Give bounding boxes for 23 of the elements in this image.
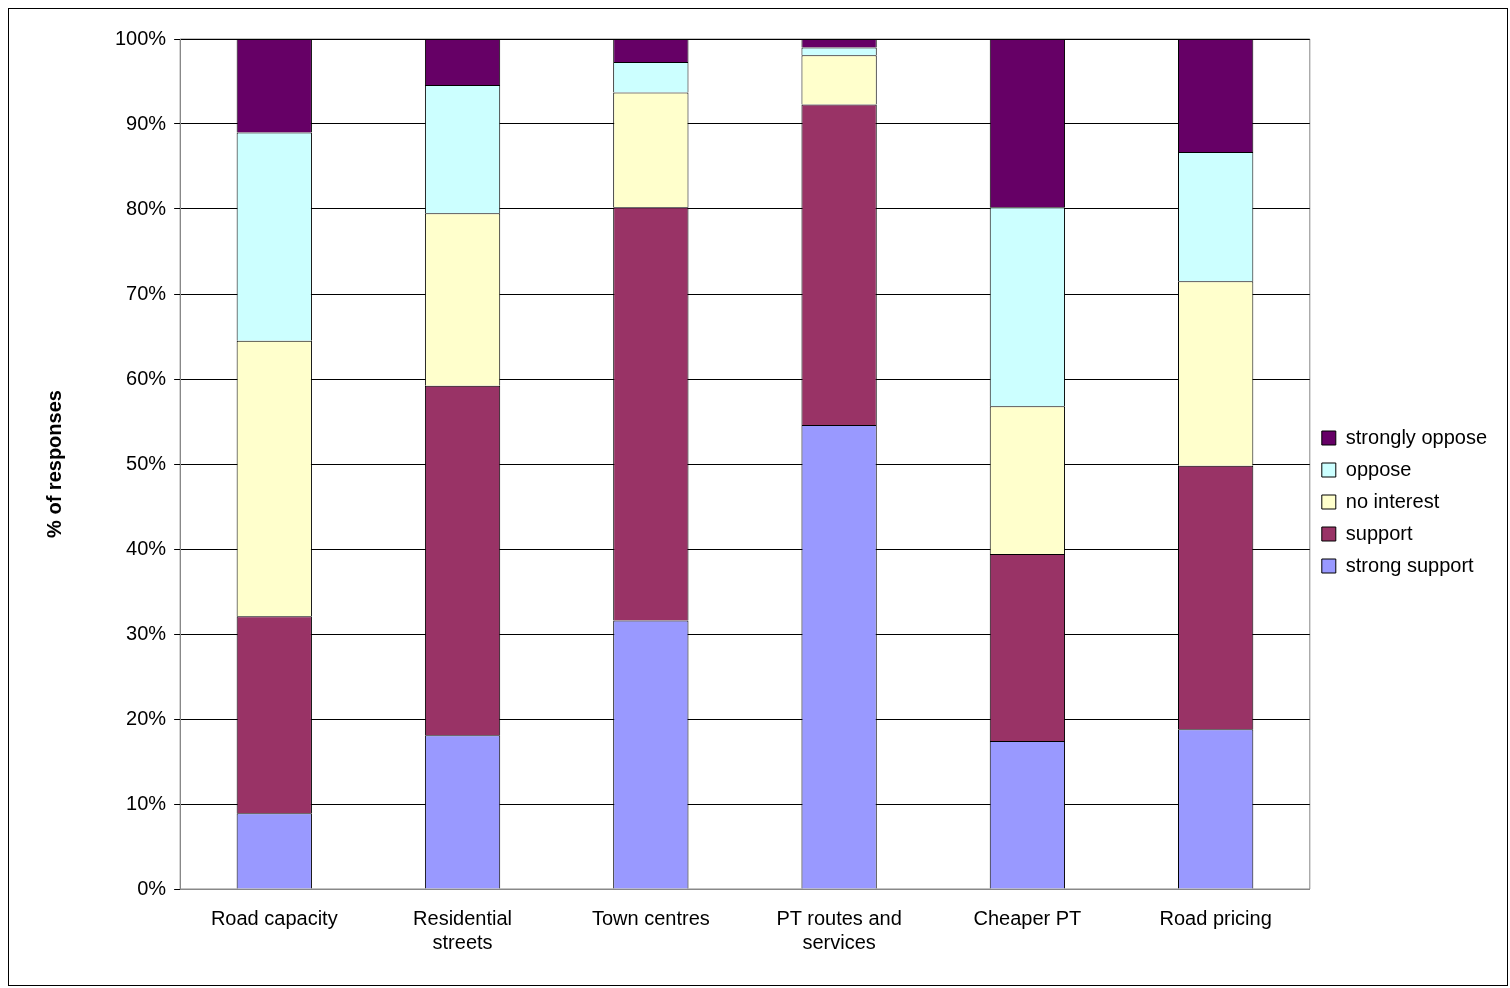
y-tick-label: 20% [126, 706, 167, 729]
y-tick-label: 60% [126, 366, 167, 389]
y-tick-label: 90% [126, 111, 167, 134]
x-tick-label: Residential streets [413, 906, 513, 953]
legend-label: strong support [1345, 553, 1475, 576]
x-tick-label: Town centres [591, 906, 710, 929]
legend-label: support [1345, 521, 1413, 544]
y-tick-label: 100% [115, 26, 167, 49]
y-tick-label: 30% [126, 621, 167, 644]
x-tick-label: Cheaper PT [973, 906, 1082, 929]
y-axis-title: % of responses [42, 390, 65, 538]
y-tick-label: 40% [126, 536, 167, 559]
y-tick-label: 0% [137, 876, 167, 899]
x-tick-label: PT routes and services [776, 906, 902, 953]
y-tick-label: 70% [126, 281, 167, 304]
legend-label: no interest [1345, 489, 1440, 512]
y-tick-label: 10% [126, 791, 167, 814]
x-tick-label: Road capacity [210, 906, 338, 929]
legend-label: strongly oppose [1345, 425, 1487, 448]
legend-label: oppose [1345, 457, 1412, 480]
y-tick-label: 80% [126, 196, 167, 219]
y-tick-label: 50% [126, 451, 167, 474]
x-tick-label: Road pricing [1159, 906, 1272, 929]
